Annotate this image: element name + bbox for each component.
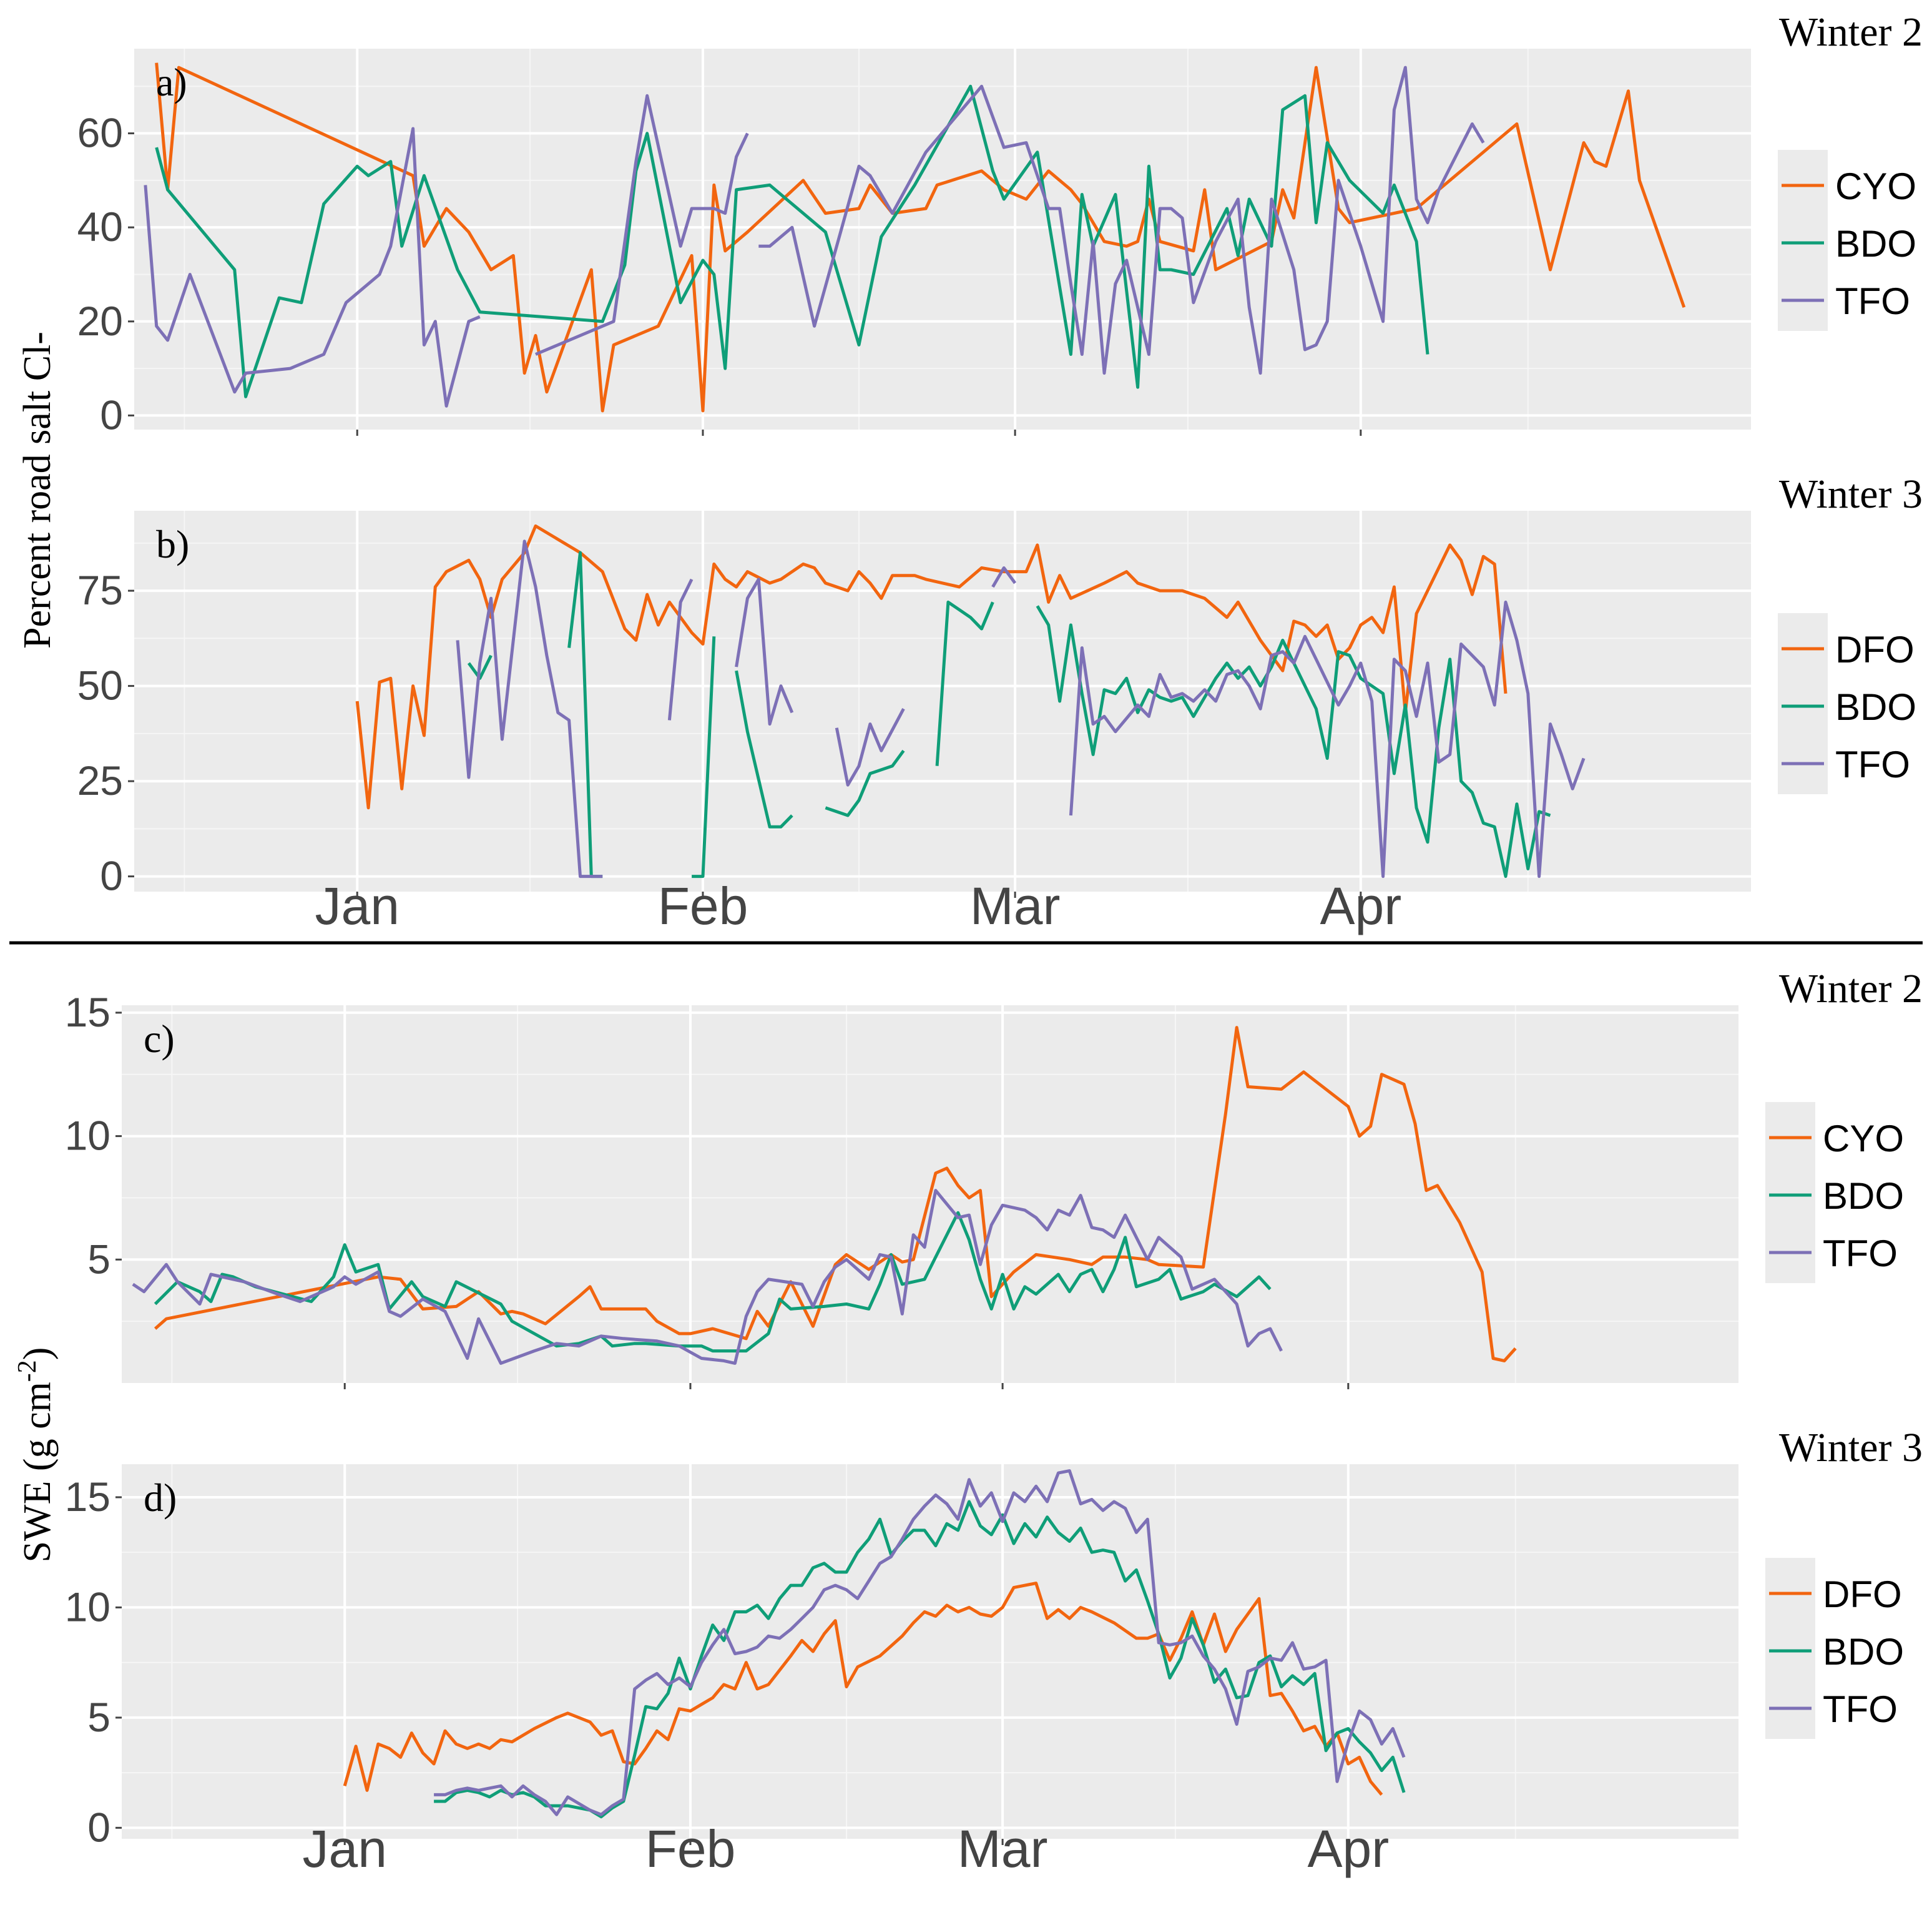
month-label: Mar — [970, 877, 1061, 935]
legend: DFO BDO TFO — [1778, 613, 1916, 794]
series-line-cyo — [155, 62, 1686, 413]
month-label: Mar — [958, 1819, 1048, 1878]
series-line-tfo — [144, 66, 1485, 408]
y-tick-label: 40 — [77, 204, 123, 250]
legend: DFO BDO TFO — [1765, 1558, 1904, 1739]
y-tick-label: 0 — [87, 1804, 110, 1850]
panel-label: b) — [156, 522, 189, 566]
legend-label-bdo: BDO — [1823, 1175, 1904, 1217]
legend-label-tfo: TFO — [1835, 744, 1910, 785]
winter-title: Winter 2 — [1779, 966, 1923, 1012]
ylabel-top: Percent road salt Cl- — [16, 332, 59, 649]
legend-label-dfo: DFO — [1823, 1573, 1902, 1615]
ylabel-bottom-end: ) — [16, 1347, 59, 1361]
legend-label-tfo: TFO — [1835, 280, 1910, 322]
y-tick-label: 20 — [77, 298, 123, 344]
y-tick-label: 0 — [100, 391, 123, 438]
y-tick-label: 25 — [77, 757, 123, 804]
month-label: Jan — [303, 1819, 387, 1878]
y-tick-label: 5 — [87, 1236, 110, 1282]
legend-label-tfo: TFO — [1823, 1233, 1898, 1274]
month-label: Feb — [658, 877, 748, 935]
y-tick-label: 15 — [65, 989, 110, 1035]
panel-b: 0 25 50 75 b) Winter 3 DFO BDO TFO Jan Feb Mar Apr — [77, 471, 1923, 935]
series-line-cyo — [154, 1026, 1517, 1362]
winter-title: Winter 3 — [1779, 1425, 1923, 1470]
y-tick-label: 15 — [65, 1474, 110, 1520]
winter-title: Winter 3 — [1779, 471, 1923, 517]
legend-key-background — [1765, 1102, 1815, 1283]
ylabel-bottom: SWE (g cm-2) — [13, 1347, 59, 1563]
series-line-tfo — [434, 1469, 1406, 1816]
month-label: Apr — [1307, 1819, 1389, 1878]
month-label: Apr — [1320, 877, 1401, 935]
y-tick-label: 75 — [77, 567, 123, 613]
y-tick-label: 0 — [100, 853, 123, 899]
series-line-bdo — [155, 84, 1429, 398]
legend-key-background — [1778, 613, 1828, 794]
legend-label-cyo: CYO — [1823, 1118, 1904, 1159]
panel-background — [122, 1464, 1738, 1839]
legend: CYO BDO TFO — [1778, 150, 1916, 331]
y-tick-label: 5 — [87, 1694, 110, 1740]
legend-label-tfo: TFO — [1823, 1688, 1898, 1730]
series-line-bdo — [154, 1211, 1272, 1353]
series-line-dfo — [343, 1582, 1383, 1796]
y-tick-label: 50 — [77, 662, 123, 709]
panel-a: 0 20 40 60 a) Winter 2 CYO BDO TFO — [77, 9, 1923, 438]
panel-c: 5 10 15 c) Winter 2 CYO BDO TFO — [65, 966, 1923, 1389]
ylabel-bottom-sup: -2 — [13, 1360, 42, 1382]
legend-label-dfo: DFO — [1835, 629, 1915, 671]
winter-title: Winter 2 — [1779, 9, 1923, 55]
month-label: Feb — [645, 1819, 736, 1878]
y-tick-label: 10 — [65, 1113, 110, 1159]
series-line-tfo — [132, 1189, 1283, 1365]
y-tick-label: 60 — [77, 110, 123, 156]
y-tick-label: 10 — [65, 1583, 110, 1630]
legend-key-background — [1778, 150, 1828, 331]
ylabel-bottom-base: SWE (g cm — [16, 1382, 59, 1562]
panel-d: 0 5 10 15 d) Winter 3 DFO BDO TFO Jan Feb Mar Apr — [65, 1425, 1923, 1878]
panel-label: c) — [144, 1016, 175, 1061]
month-label: Jan — [315, 877, 400, 935]
legend: CYO BDO TFO — [1765, 1102, 1904, 1283]
panel-label: d) — [144, 1475, 177, 1520]
legend-label-bdo: BDO — [1823, 1631, 1904, 1673]
legend-key-background — [1765, 1558, 1815, 1739]
panel-background — [134, 49, 1751, 430]
legend-label-bdo: BDO — [1835, 686, 1916, 728]
series-line-tfo — [456, 539, 1586, 879]
panel-label: a) — [156, 60, 187, 104]
legend-label-cyo: CYO — [1835, 165, 1916, 207]
legend-label-bdo: BDO — [1835, 223, 1916, 265]
